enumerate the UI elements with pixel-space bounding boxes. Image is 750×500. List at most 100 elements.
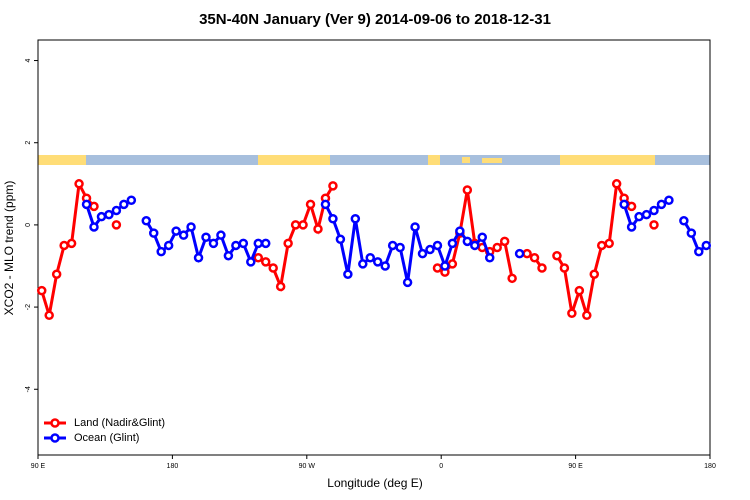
data-point [343, 269, 353, 279]
data-point [694, 246, 704, 257]
data-point [432, 263, 443, 273]
y-tick-label: -2 [25, 304, 32, 310]
data-point [141, 216, 152, 226]
data-point [559, 263, 570, 273]
data-point [89, 222, 99, 232]
data-point [216, 230, 226, 240]
data-point [372, 257, 383, 267]
y-tick-label: 4 [25, 58, 32, 62]
x-tick-label: 0 [439, 463, 443, 470]
data-point [387, 240, 398, 251]
data-point [335, 234, 346, 245]
data-point [611, 179, 622, 189]
data-point [574, 285, 585, 296]
data-point [89, 201, 99, 212]
data-point [529, 253, 540, 263]
data-point [462, 236, 473, 247]
data-point [126, 195, 137, 205]
data-point [634, 211, 644, 222]
data-point [111, 205, 122, 216]
data-point [626, 201, 637, 212]
data-point [567, 308, 577, 318]
data-point [253, 253, 264, 263]
data-point [260, 257, 271, 267]
data-point [193, 253, 204, 263]
data-point [328, 181, 338, 191]
data-point [447, 259, 458, 269]
data-point [201, 232, 211, 242]
data-point [66, 238, 77, 249]
data-point [59, 240, 69, 251]
data-point [492, 242, 502, 253]
data-point [641, 209, 652, 220]
data-point [455, 226, 465, 236]
data-point [313, 224, 323, 234]
data-point [163, 240, 174, 251]
data-point [604, 238, 614, 249]
x-tick-label: 90 E [31, 463, 46, 470]
data-point [499, 236, 510, 247]
data-point [268, 263, 278, 273]
data-point [679, 216, 689, 226]
data-point [552, 250, 562, 261]
data-point [589, 269, 600, 279]
data-point [596, 240, 607, 251]
land-strip [428, 155, 440, 165]
land-strip [560, 155, 655, 165]
data-point [260, 238, 271, 249]
data-point [156, 246, 166, 257]
data-point [582, 310, 592, 321]
data-point [111, 220, 122, 230]
data-point [440, 261, 450, 271]
data-point [484, 253, 495, 263]
data-point [171, 226, 181, 236]
data-point [350, 213, 361, 224]
data-point [119, 199, 129, 210]
data-point [447, 238, 458, 249]
data-point [649, 220, 659, 230]
data-point [619, 199, 629, 210]
data-point [507, 273, 517, 284]
x-tick-label: 90 W [299, 463, 316, 470]
data-point [664, 195, 674, 205]
legend-marker [50, 433, 60, 443]
data-point [246, 257, 256, 267]
data-point [358, 259, 368, 269]
data-point [649, 205, 659, 216]
data-point [537, 263, 547, 273]
data-point [290, 220, 301, 230]
map-strip [38, 155, 710, 165]
x-tick-label: 90 E [568, 463, 583, 470]
legend-marker [50, 418, 60, 428]
data-point [148, 228, 159, 238]
data-point [51, 269, 62, 279]
data-point [626, 222, 637, 232]
data-point [380, 261, 390, 271]
data-point [701, 240, 712, 251]
data-point [238, 238, 249, 249]
data-point [283, 238, 293, 249]
data-point [36, 285, 47, 296]
data-point [186, 222, 196, 232]
ocean-strip [38, 155, 710, 165]
data-point [81, 199, 92, 210]
data-point [305, 199, 316, 210]
y-tick-label: 0 [25, 223, 32, 227]
data-point [104, 209, 114, 220]
land-strip [482, 158, 502, 163]
legend-label: Ocean (Glint) [74, 432, 139, 444]
land-strip [462, 157, 470, 163]
y-tick-label: 2 [25, 141, 32, 145]
data-point [410, 222, 420, 232]
x-tick-label: 180 [167, 463, 179, 470]
y-tick-label: -4 [25, 386, 32, 392]
data-point [44, 310, 54, 321]
data-point [298, 220, 308, 230]
data-point [470, 240, 480, 251]
data-point [320, 199, 331, 210]
y-axis-label: XCO2 - MLO trend (ppm) [2, 181, 16, 316]
x-axis-label: Longitude (deg E) [327, 476, 422, 490]
data-point [514, 248, 525, 259]
chart-title: 35N-40N January (Ver 9) 2014-09-06 to 20… [199, 11, 551, 28]
